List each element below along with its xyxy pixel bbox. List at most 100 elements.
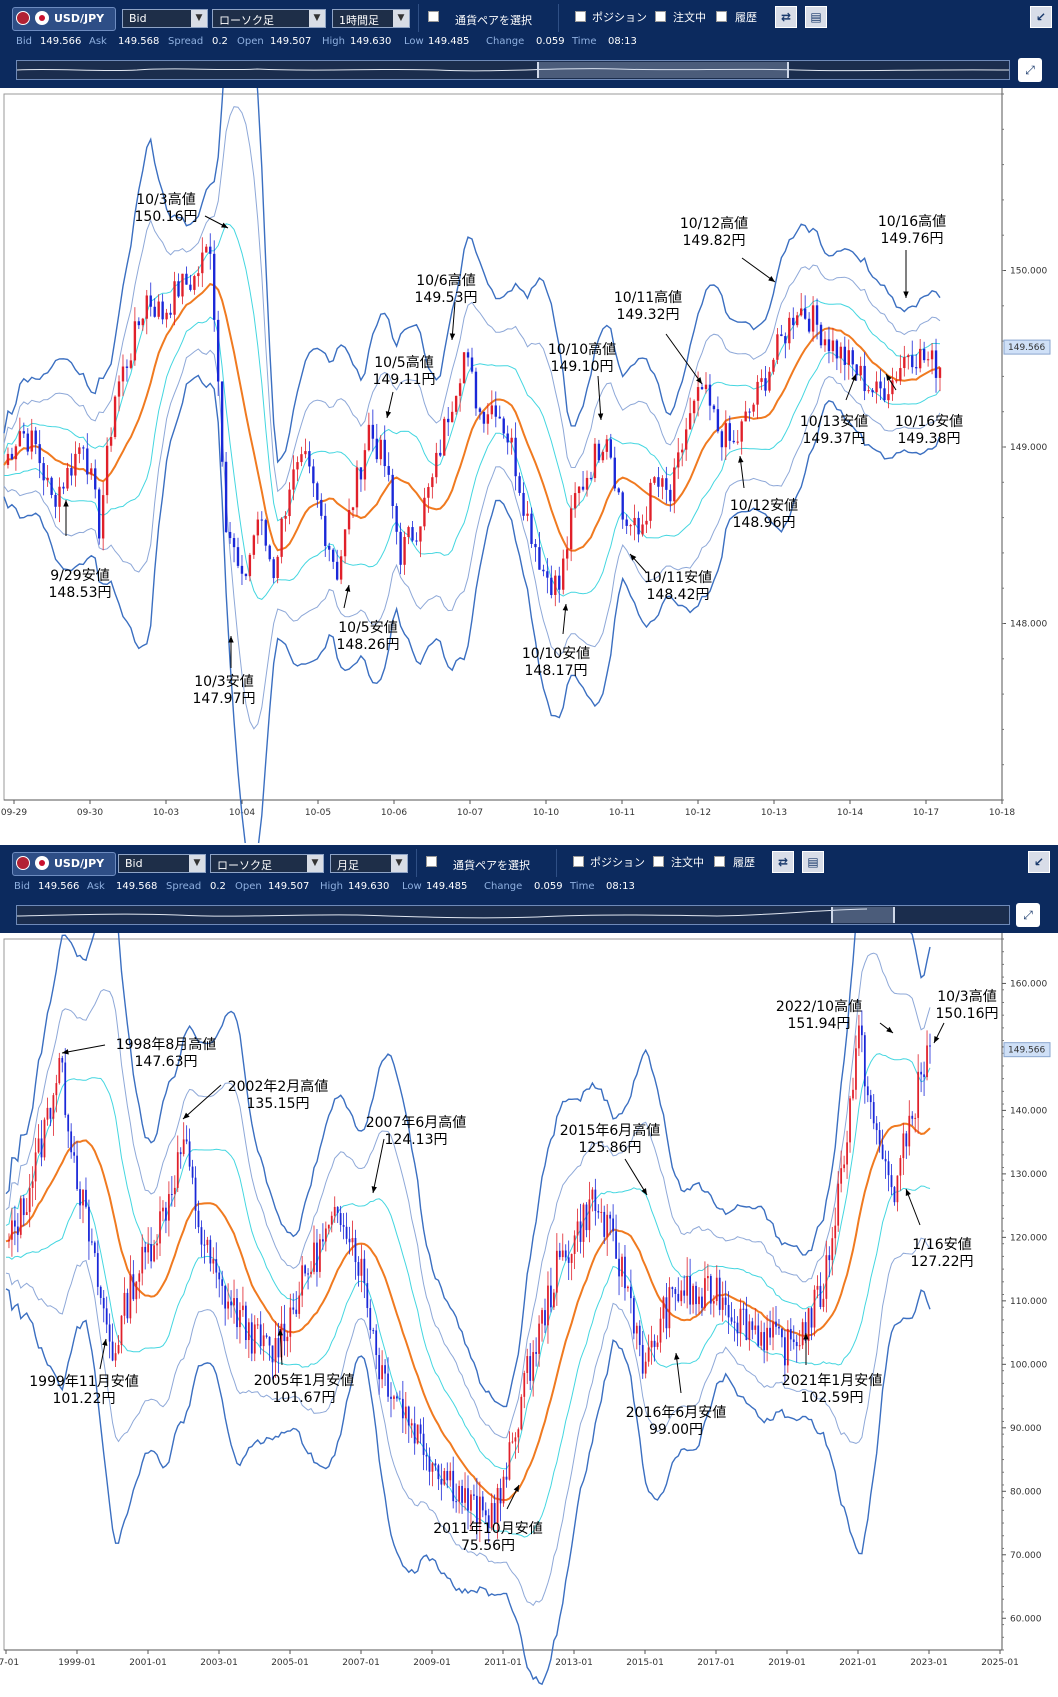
candle-body — [585, 1204, 588, 1231]
candle-body — [332, 549, 335, 562]
candle-body — [804, 1322, 807, 1341]
high-label: High — [320, 881, 343, 892]
low-label: Low — [404, 36, 424, 47]
candle-body — [371, 424, 375, 439]
price-type-select[interactable]: Bid ▼ — [118, 854, 206, 873]
zoom-button[interactable]: ⤢ — [1018, 58, 1042, 82]
candle-body — [482, 411, 486, 424]
timeframe-select[interactable]: 1時間足 ▼ — [332, 9, 410, 28]
low-value: 149.485 — [428, 36, 470, 47]
candle-body — [126, 1292, 129, 1319]
candle-body — [375, 438, 378, 460]
annotation-arrowhead — [674, 1353, 680, 1360]
position-checkbox[interactable] — [575, 11, 586, 22]
candle-body — [843, 346, 846, 365]
navigator-sparkline — [17, 908, 868, 919]
x-tick-label: 10-11 — [609, 808, 635, 818]
candle-body — [268, 545, 271, 560]
collapse-button[interactable]: ↙ — [1030, 6, 1052, 28]
currency-pair-button[interactable]: USD/JPY — [12, 852, 116, 876]
candle-body — [206, 1239, 209, 1246]
candle-body — [855, 1048, 857, 1090]
candle-body — [410, 1423, 413, 1426]
window-button[interactable]: ▤ — [805, 6, 827, 28]
candle-body — [807, 318, 811, 332]
candle-body — [145, 295, 148, 319]
candle-body — [247, 1322, 250, 1341]
candle-body — [88, 1206, 90, 1242]
candle-body — [926, 1045, 928, 1078]
candle-body — [475, 1495, 478, 1525]
candle-body — [522, 492, 525, 516]
candle-body — [839, 346, 843, 359]
chart-navigator[interactable] — [16, 60, 1010, 80]
navigator-window[interactable] — [831, 907, 896, 923]
annotation-label: 10/12高値 — [680, 215, 748, 232]
annotation-value: 149.53円 — [415, 290, 478, 306]
candle-body — [440, 1479, 443, 1485]
candle-body — [423, 497, 426, 527]
candle-body — [34, 1152, 37, 1182]
candle-body — [133, 321, 137, 361]
candle-body — [526, 513, 529, 516]
candle-body — [550, 1285, 552, 1308]
candle-body — [609, 439, 612, 458]
chart-style-select[interactable]: ローソク足 ▼ — [212, 9, 326, 28]
window-button[interactable]: ▤ — [802, 851, 824, 873]
chart-navigator[interactable] — [16, 905, 1010, 925]
swap-button[interactable]: ⇄ — [772, 851, 794, 873]
ask-label: Ask — [87, 881, 105, 892]
candle-body — [284, 516, 287, 519]
candle-body — [486, 414, 490, 424]
annotation-arrow — [665, 333, 703, 385]
orders-checkbox[interactable] — [655, 11, 666, 22]
annotation-value: 149.32円 — [617, 307, 680, 323]
navigator-window[interactable] — [537, 62, 789, 78]
candle-body — [262, 1335, 265, 1347]
x-tick-label: 10-06 — [381, 808, 407, 818]
candle-body — [766, 1327, 769, 1351]
jp-flag-icon — [35, 856, 49, 870]
candle-body — [244, 1305, 247, 1341]
candle-body — [313, 1242, 315, 1272]
candle-body — [189, 284, 192, 290]
y-tick-label: 80.000 — [1010, 1487, 1042, 1497]
candle-body — [431, 477, 434, 488]
price-type-select[interactable]: Bid ▼ — [122, 9, 208, 28]
x-tick-label: 10-07 — [457, 808, 483, 818]
candle-body — [727, 1304, 730, 1318]
candle-body — [764, 378, 767, 391]
currency-pair-button[interactable]: USD/JPY — [12, 7, 116, 31]
annotation-value: 125.86円 — [579, 1140, 642, 1156]
candle-body — [796, 315, 799, 326]
select-pair-checkbox[interactable] — [428, 11, 439, 22]
zoom-button[interactable]: ⤢ — [1016, 903, 1040, 927]
chart-style-value: ローソク足 — [219, 14, 274, 27]
candle-body — [872, 1102, 875, 1124]
chart-style-select[interactable]: ローソク足 ▼ — [210, 854, 324, 873]
select-pair-checkbox[interactable] — [426, 856, 437, 867]
candle-body — [529, 1356, 532, 1381]
swap-button[interactable]: ⇄ — [775, 6, 797, 28]
candle-body — [58, 1057, 61, 1084]
candle-body — [90, 1241, 93, 1243]
position-checkbox[interactable] — [573, 856, 584, 867]
candle-body — [66, 468, 69, 489]
candle-body — [312, 466, 315, 484]
timeframe-select[interactable]: 月足 ▼ — [330, 854, 408, 873]
candle-body — [478, 1496, 481, 1525]
candle-body — [570, 1253, 573, 1263]
candle-body — [523, 1372, 526, 1397]
annotation-value: 147.97円 — [193, 691, 256, 707]
candle-body — [692, 400, 696, 414]
annotation-label: 2021年1月安値 — [782, 1373, 883, 1389]
candle-body — [618, 1258, 620, 1277]
history-checkbox[interactable] — [714, 856, 725, 867]
candle-body — [683, 1290, 686, 1296]
history-checkbox[interactable] — [716, 11, 727, 22]
orders-checkbox[interactable] — [653, 856, 664, 867]
annotation-arrowhead — [449, 333, 456, 340]
collapse-button[interactable]: ↙ — [1028, 851, 1050, 873]
candle-body — [49, 1107, 52, 1119]
annotation-arrowhead — [934, 1036, 940, 1043]
